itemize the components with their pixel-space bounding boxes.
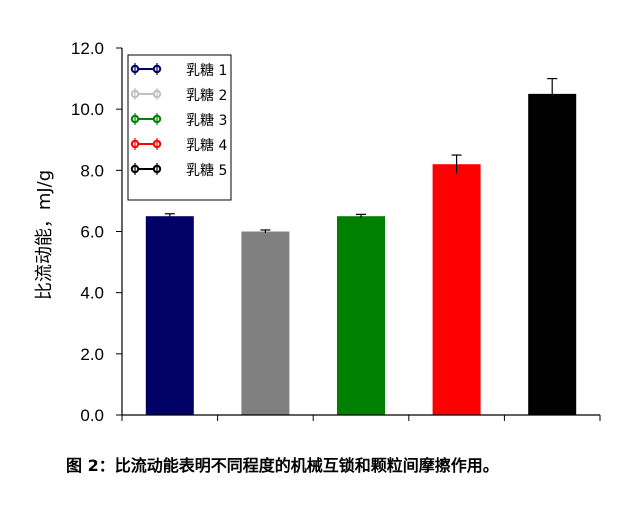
legend-box — [127, 54, 232, 201]
axes — [121, 48, 601, 421]
bars — [145, 77, 577, 415]
legend-entry-label: 乳糖 4 — [186, 138, 227, 154]
y-tick-label: 0.0 — [80, 406, 104, 425]
y-tick-label: 8.0 — [80, 161, 104, 180]
bar — [337, 216, 385, 415]
y-tick-label: 2.0 — [80, 345, 104, 364]
y-tick-label: 12.0 — [71, 39, 104, 58]
bar — [145, 216, 194, 415]
legend-entry-label: 乳糖 3 — [186, 113, 227, 129]
legend-entry-label: 乳糖 1 — [186, 63, 227, 79]
bar — [528, 93, 577, 415]
legend-entry-label: 乳糖 5 — [186, 163, 227, 179]
y-tick-label: 4.0 — [80, 284, 104, 303]
y-axis-label: 比流动能，mJ/g — [34, 170, 55, 300]
legend-entry-label: 乳糖 2 — [186, 88, 227, 104]
y-tick-label: 10.0 — [71, 100, 104, 119]
legend: 乳糖 1 乳糖 2 乳糖 3 乳糖 4 乳糖 5 — [127, 54, 232, 201]
bar — [432, 164, 481, 415]
bar — [241, 231, 290, 415]
y-axis-ticks: 0.0 2.0 4.0 6.0 8.0 10.0 12.0 — [71, 39, 122, 425]
figure-caption: 图 2：比流动能表明不同程度的机械互锁和颗粒间摩擦作用。 — [66, 456, 499, 475]
y-tick-label: 6.0 — [80, 223, 104, 242]
bar-chart: 0.0 2.0 4.0 6.0 8.0 10.0 12.0 乳糖 1 乳糖 2 乳糖 3 乳糖 4… — [34, 39, 601, 425]
